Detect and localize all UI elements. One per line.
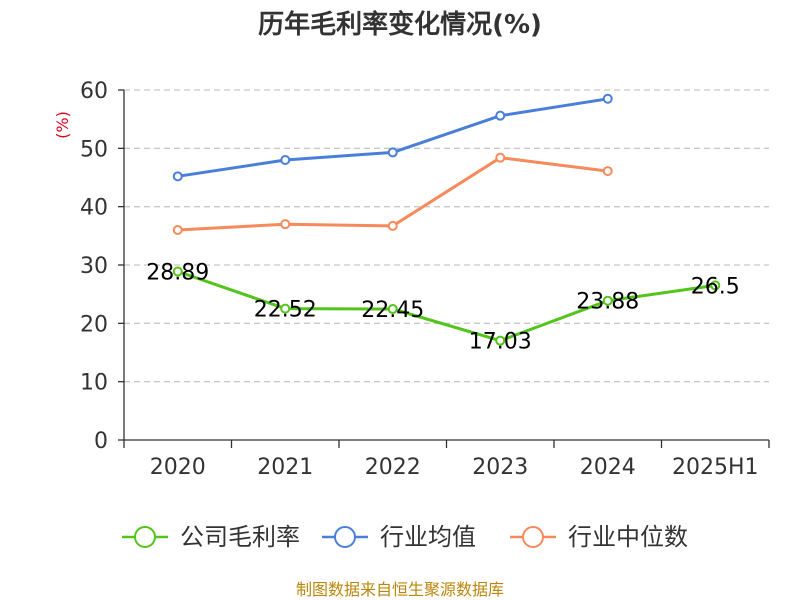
x-tick-label: 2023	[472, 455, 528, 480]
data-point	[387, 147, 398, 158]
x-tick-label: 2024	[580, 455, 636, 480]
data-label: 22.52	[254, 298, 317, 323]
y-tick-label: 30	[80, 254, 108, 279]
data-label: 26.5	[691, 274, 740, 299]
series-line-2	[177, 156, 608, 232]
axes: 0 10 20 30 40 50 60 2020 2021 2022 2023 2024 2025H1	[80, 79, 770, 480]
legend-marker-icon	[522, 526, 544, 548]
data-point	[602, 295, 613, 306]
legend-item-1[interactable]: 行业均值	[322, 523, 476, 551]
y-axis-label: (%)	[53, 111, 72, 139]
data-point	[495, 152, 506, 163]
chart-title: 历年毛利率变化情况(%)	[258, 9, 542, 40]
series-line-0	[177, 270, 716, 343]
legend-marker-icon	[334, 526, 356, 548]
series-line-1	[177, 97, 609, 178]
data-point	[387, 304, 398, 315]
data-label: 17.03	[469, 330, 532, 355]
data-point	[710, 280, 721, 291]
x-tick-label: 2020	[150, 455, 206, 480]
x-tick-label: 2025H1	[672, 455, 759, 480]
data-point	[172, 171, 183, 182]
data-label: 22.45	[361, 298, 424, 323]
series-layer	[172, 93, 721, 346]
y-tick-label: 50	[80, 137, 108, 162]
legend-label: 行业均值	[380, 523, 476, 551]
data-label: 28.89	[146, 260, 209, 285]
data-point	[387, 220, 398, 231]
y-tick-label: 60	[80, 79, 108, 104]
data-point	[495, 110, 506, 121]
data-point	[602, 166, 613, 177]
source-note: 制图数据来自恒生聚源数据库	[296, 580, 504, 599]
y-tick-label: 20	[80, 312, 108, 337]
data-point	[172, 225, 183, 235]
data-labels: 28.89 22.52 22.45 17.03 23.88 26.5	[146, 260, 739, 354]
y-tick-label: 0	[94, 429, 108, 454]
legend-marker-icon	[134, 526, 156, 548]
y-tick-label: 10	[80, 371, 108, 396]
x-tick-label: 2021	[257, 455, 313, 480]
x-tick-label: 2022	[365, 455, 421, 480]
legend-item-0[interactable]: 公司毛利率	[122, 523, 300, 551]
legend-label: 行业中位数	[568, 523, 688, 551]
data-point	[602, 93, 613, 104]
data-point	[280, 219, 291, 230]
legend-label: 公司毛利率	[180, 523, 300, 551]
data-point	[172, 266, 183, 277]
data-point	[280, 303, 291, 314]
y-tick-label: 40	[80, 196, 108, 221]
data-label: 23.88	[576, 290, 639, 315]
legend[interactable]: 公司毛利率 行业均值 行业中位数	[122, 523, 688, 551]
data-point	[495, 335, 506, 346]
data-point	[280, 155, 291, 165]
legend-item-2[interactable]: 行业中位数	[510, 523, 688, 551]
